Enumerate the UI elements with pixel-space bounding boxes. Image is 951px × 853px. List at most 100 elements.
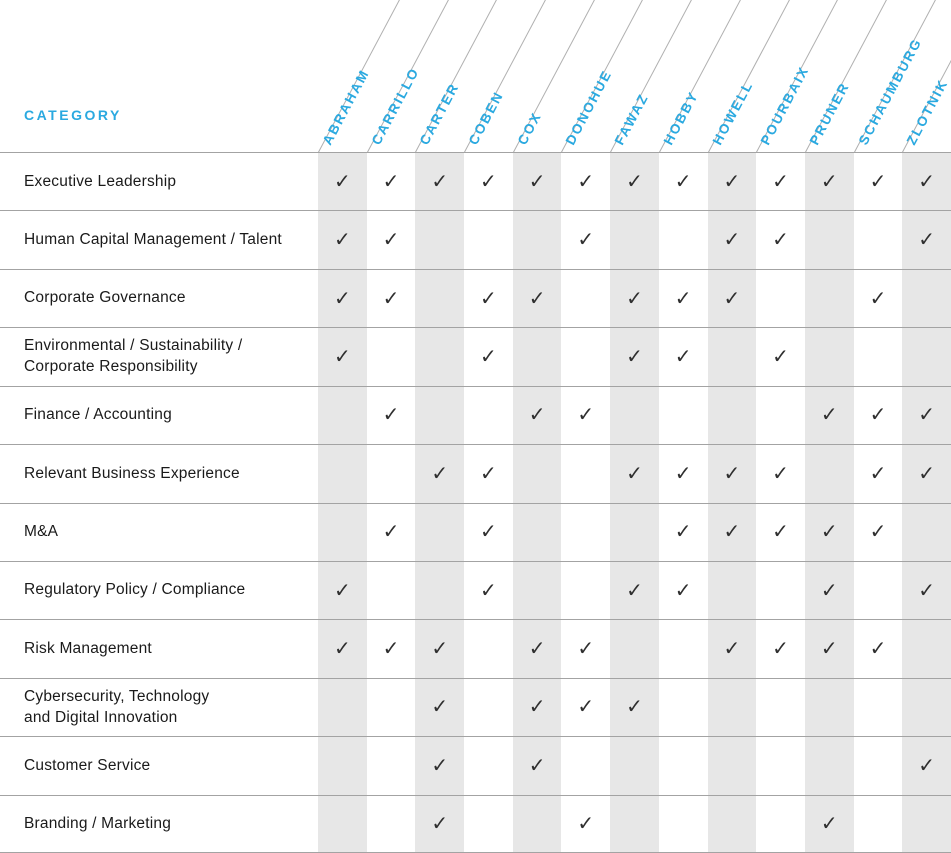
check-mark: ✓ [480,579,497,602]
check-mark: ✓ [431,813,449,836]
check-mark: ✓ [528,696,546,719]
check-mark: ✓ [626,170,643,193]
check-mark: ✓ [869,521,887,544]
check-mark: ✓ [772,170,789,193]
check-mark: ✓ [577,170,595,193]
check-mark: ✓ [772,462,789,485]
check-mark: ✓ [333,229,351,252]
row-divider [0,152,951,153]
check-mark: ✓ [333,579,351,602]
check-mark: ✓ [480,287,497,310]
column-header-donohue: DONOHUE [563,67,616,148]
check-mark: ✓ [772,229,789,252]
row-divider [0,560,951,562]
column-header-pruner: PRUNER [806,79,853,148]
row-divider [0,268,951,270]
column-header-carrillo: CARRILLO [368,64,422,148]
column-header-howell: HOWELL [709,78,756,148]
check-mark: ✓ [382,287,400,310]
column-header-abraham: ABRAHAM [319,66,373,148]
check-mark: ✓ [577,638,595,661]
check-mark: ✓ [382,170,400,193]
row-divider [0,385,951,387]
check-mark: ✓ [382,638,400,661]
row-label: Regulatory Policy / Compliance [24,581,246,599]
check-mark: ✓ [480,170,497,193]
column-header-pourbaix: POURBAIX [757,63,813,148]
row-label: Branding / Marketing [24,815,172,833]
check-mark: ✓ [820,813,838,836]
check-mark: ✓ [626,696,643,719]
check-mark: ✓ [723,462,741,485]
check-mark: ✓ [333,638,351,661]
check-mark: ✓ [772,638,789,661]
row-label: Customer Service [24,756,151,774]
check-mark: ✓ [723,170,741,193]
row-label: Finance / Accounting [24,406,172,424]
row-label: Corporate Governance [24,289,186,307]
check-mark: ✓ [918,170,936,193]
check-mark: ✓ [577,404,595,427]
row-divider [0,677,951,679]
check-mark: ✓ [431,638,449,661]
check-mark: ✓ [528,170,546,193]
check-mark: ✓ [577,229,595,252]
check-mark: ✓ [918,754,936,777]
check-mark: ✓ [918,404,936,427]
check-mark: ✓ [723,287,741,310]
check-mark: ✓ [820,170,838,193]
row-label: Cybersecurity, Technology and Digital In… [24,687,210,726]
check-mark: ✓ [577,813,595,836]
check-mark: ✓ [674,462,692,485]
row-divider [0,502,951,504]
row-divider [0,619,951,621]
check-mark: ✓ [431,462,449,485]
check-mark: ✓ [820,404,838,427]
check-mark: ✓ [869,287,887,310]
check-mark: ✓ [869,638,887,661]
check-mark: ✓ [674,287,692,310]
check-mark: ✓ [723,229,741,252]
check-mark: ✓ [480,521,497,544]
check-mark: ✓ [674,521,692,544]
check-mark: ✓ [674,579,692,602]
check-mark: ✓ [528,754,546,777]
row-label: Risk Management [24,639,152,657]
row-divider [0,327,951,329]
check-mark: ✓ [918,462,936,485]
check-mark: ✓ [626,287,643,310]
check-mark: ✓ [333,170,351,193]
check-mark: ✓ [918,229,936,252]
row-label: Human Capital Management / Talent [24,230,282,248]
row-label: M&A [24,523,59,541]
check-mark: ✓ [382,521,400,544]
column-header-coben: COBEN [465,88,507,148]
check-mark: ✓ [820,638,838,661]
check-mark: ✓ [820,521,838,544]
category-column-header: CATEGORY [24,107,122,123]
row-divider [0,210,951,212]
check-mark: ✓ [723,521,741,544]
column-header-carter: CARTER [417,80,463,148]
check-mark: ✓ [674,345,692,368]
check-mark: ✓ [577,696,595,719]
check-mark: ✓ [626,345,643,368]
check-mark: ✓ [772,521,789,544]
check-mark: ✓ [723,638,741,661]
check-mark: ✓ [869,462,887,485]
check-mark: ✓ [626,462,643,485]
check-mark: ✓ [480,345,497,368]
column-header-fawaz: FAWAZ [611,90,652,148]
column-header-cox: COX [514,109,545,148]
check-mark: ✓ [869,170,887,193]
check-mark: ✓ [480,462,497,485]
column-header-zlotnik: ZLOTNIK [903,76,951,148]
check-mark: ✓ [333,345,351,368]
check-mark: ✓ [918,579,936,602]
check-mark: ✓ [528,638,546,661]
check-mark: ✓ [333,287,351,310]
row-label: Environmental / Sustainability / Corpora… [24,337,243,376]
check-mark: ✓ [626,579,643,602]
check-mark: ✓ [869,404,887,427]
check-mark: ✓ [528,404,546,427]
